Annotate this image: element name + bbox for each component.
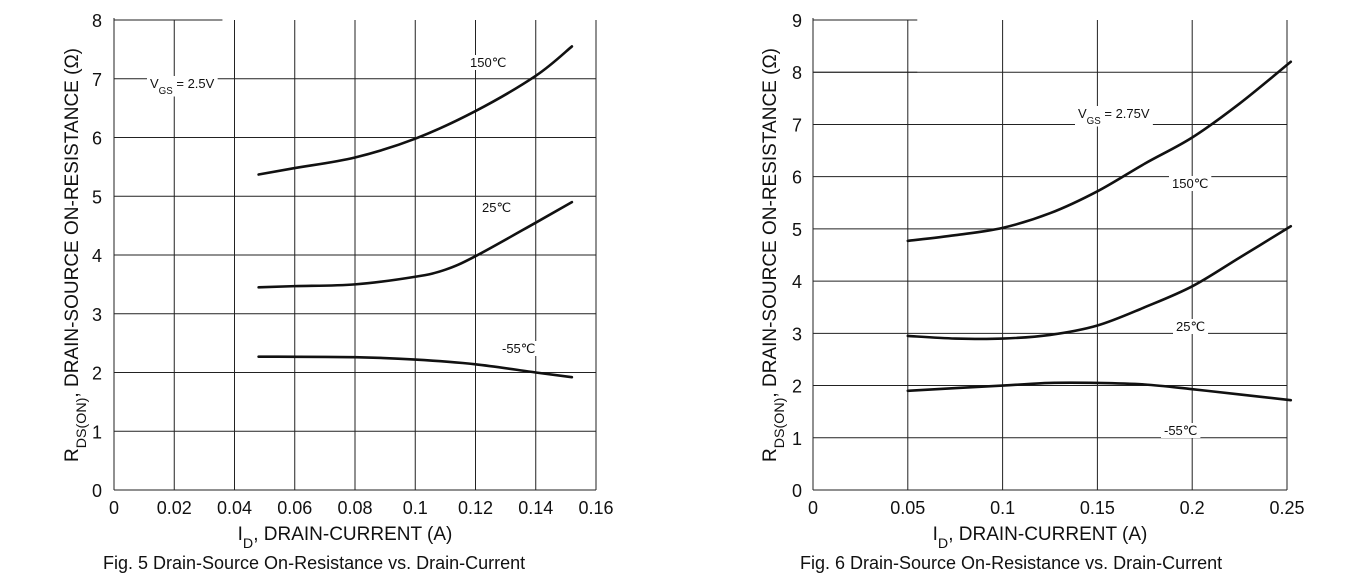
x-tick-label: 0 xyxy=(109,498,119,518)
y-axis-label-subscript: DS(ON) xyxy=(74,398,90,449)
vgs-annotation-rest: = 2.5V xyxy=(173,76,215,91)
x-tick-label: 0.14 xyxy=(518,498,553,518)
vgs-annotation-main: V xyxy=(1078,106,1087,121)
x-tick-label: 0.05 xyxy=(890,498,925,518)
x-tick-label: 0.02 xyxy=(157,498,192,518)
y-tick-label: 1 xyxy=(792,429,802,449)
series-label: 150℃ xyxy=(470,55,506,70)
chart-fig-6: 0 0.05 0.1 0.15 0.2 0.25 0 1 2 3 4 5 6 7 8 9 150℃ 25℃ -55℃… xyxy=(760,11,1305,573)
x-axis-label-main: I xyxy=(238,524,243,545)
vgs-annotation-main: V xyxy=(150,76,159,91)
x-tick-label: 0.12 xyxy=(458,498,493,518)
y-tick-label: 7 xyxy=(792,115,802,135)
x-tick-label: 0.15 xyxy=(1080,498,1115,518)
x-tick-label: 0.16 xyxy=(578,498,613,518)
series-line-1 xyxy=(906,224,1293,341)
figure-caption: Fig. 5 Drain-Source On-Resistance vs. Dr… xyxy=(103,553,525,573)
x-tick-label: 0.06 xyxy=(277,498,312,518)
series-line-2 xyxy=(257,355,574,379)
y-axis-label-rest: , DRAIN-SOURCE ON-RESISTANCE (Ω) xyxy=(62,48,83,398)
x-axis-label-subscript: D xyxy=(938,536,948,552)
series-line-0 xyxy=(906,60,1293,243)
figure-caption: Fig. 6 Drain-Source On-Resistance vs. Dr… xyxy=(800,553,1222,573)
x-axis-label-rest: , DRAIN-CURRENT (A) xyxy=(253,524,452,545)
vgs-annotation: VGS = 2.75V xyxy=(1078,106,1150,127)
y-tick-label: 4 xyxy=(792,272,802,292)
series-label: 25℃ xyxy=(1176,319,1205,334)
series-label: 150℃ xyxy=(1172,176,1208,191)
y-tick-label: 5 xyxy=(792,220,802,240)
y-tick-label: 6 xyxy=(92,129,102,149)
series-line-2 xyxy=(906,381,1293,402)
y-axis-label-main: R xyxy=(62,448,83,462)
label-background xyxy=(1169,176,1212,191)
y-tick-label: 3 xyxy=(92,305,102,325)
y-tick-label: 4 xyxy=(92,246,102,266)
y-tick-label: 0 xyxy=(92,481,102,501)
x-tick-label: 0.08 xyxy=(337,498,372,518)
y-axis-label-main: R xyxy=(760,448,781,462)
y-tick-label: 3 xyxy=(792,324,802,344)
y-tick-label: 8 xyxy=(92,11,102,31)
y-tick-label: 6 xyxy=(792,168,802,188)
y-tick-label: 1 xyxy=(92,422,102,442)
series-line-0 xyxy=(257,45,574,176)
label-background xyxy=(1173,319,1209,334)
vgs-annotation: VGS = 2.5V xyxy=(150,76,215,97)
label-background xyxy=(147,76,218,97)
series-label: -55℃ xyxy=(502,341,535,356)
series-label: 25℃ xyxy=(482,200,511,215)
chart-fig-5: 0 0.02 0.04 0.06 0.08 0.1 0.12 0.14 0.16 0 1 2 3 4 5 6 7… xyxy=(62,11,614,573)
x-axis-label-subscript: D xyxy=(243,536,253,552)
label-background xyxy=(1075,106,1153,127)
x-tick-label: 0.2 xyxy=(1180,498,1205,518)
y-axis-label: RDS(ON), DRAIN-SOURCE ON-RESISTANCE (Ω) xyxy=(62,48,90,462)
label-background xyxy=(1161,423,1201,438)
x-tick-label: 0.1 xyxy=(403,498,428,518)
x-axis-label: ID, DRAIN-CURRENT (A) xyxy=(933,524,1148,552)
series-line-1 xyxy=(257,200,574,289)
x-axis-label-main: I xyxy=(933,524,938,545)
y-axis-label: RDS(ON), DRAIN-SOURCE ON-RESISTANCE (Ω) xyxy=(760,48,788,462)
y-tick-label: 0 xyxy=(792,481,802,501)
label-background xyxy=(467,55,510,70)
y-tick-label: 8 xyxy=(792,63,802,83)
y-axis-label-rest: , DRAIN-SOURCE ON-RESISTANCE (Ω) xyxy=(760,48,781,398)
y-axis-label-subscript: DS(ON) xyxy=(772,398,788,449)
y-tick-label: 2 xyxy=(92,364,102,384)
series-label: -55℃ xyxy=(1164,423,1197,438)
x-tick-label: 0 xyxy=(808,498,818,518)
label-background xyxy=(479,200,515,215)
x-tick-label: 0.1 xyxy=(990,498,1015,518)
vgs-annotation-rest: = 2.75V xyxy=(1101,106,1150,121)
y-tick-label: 7 xyxy=(92,70,102,90)
x-tick-label: 0.04 xyxy=(217,498,252,518)
y-tick-label: 2 xyxy=(792,377,802,397)
y-tick-label: 5 xyxy=(92,187,102,207)
x-axis-label: ID, DRAIN-CURRENT (A) xyxy=(238,524,453,552)
y-tick-label: 9 xyxy=(792,11,802,31)
label-background xyxy=(499,341,539,356)
x-axis-label-rest: , DRAIN-CURRENT (A) xyxy=(948,524,1147,545)
vgs-annotation-subscript: GS xyxy=(1087,116,1102,127)
vgs-annotation-subscript: GS xyxy=(159,86,174,97)
x-tick-label: 0.25 xyxy=(1269,498,1304,518)
